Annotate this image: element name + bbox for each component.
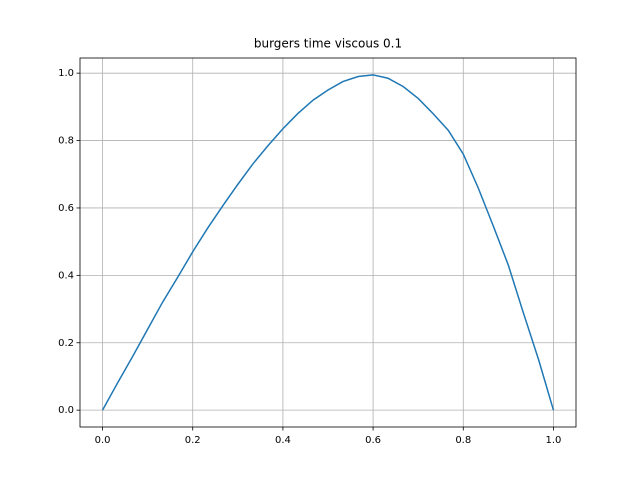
y-tick-label: 0.6: [58, 203, 74, 214]
x-tick-label: 0.2: [185, 435, 201, 446]
y-tick-label: 0.4: [58, 270, 74, 281]
x-tick-label: 1.0: [546, 435, 562, 446]
y-tick-label: 0.2: [58, 338, 74, 349]
y-tick-label: 0.8: [58, 136, 74, 147]
x-tick-label: 0.4: [275, 435, 291, 446]
y-tick-label: 0.0: [58, 405, 74, 416]
x-tick-label: 0.0: [95, 435, 111, 446]
data-line: [101, 74, 555, 411]
x-tick-label: 0.6: [365, 435, 381, 446]
x-tick-label: 0.8: [455, 435, 471, 446]
y-tick-label: 1.0: [58, 68, 74, 79]
chart-title: burgers time viscous 0.1: [254, 37, 402, 51]
plot-frame: [79, 57, 577, 428]
